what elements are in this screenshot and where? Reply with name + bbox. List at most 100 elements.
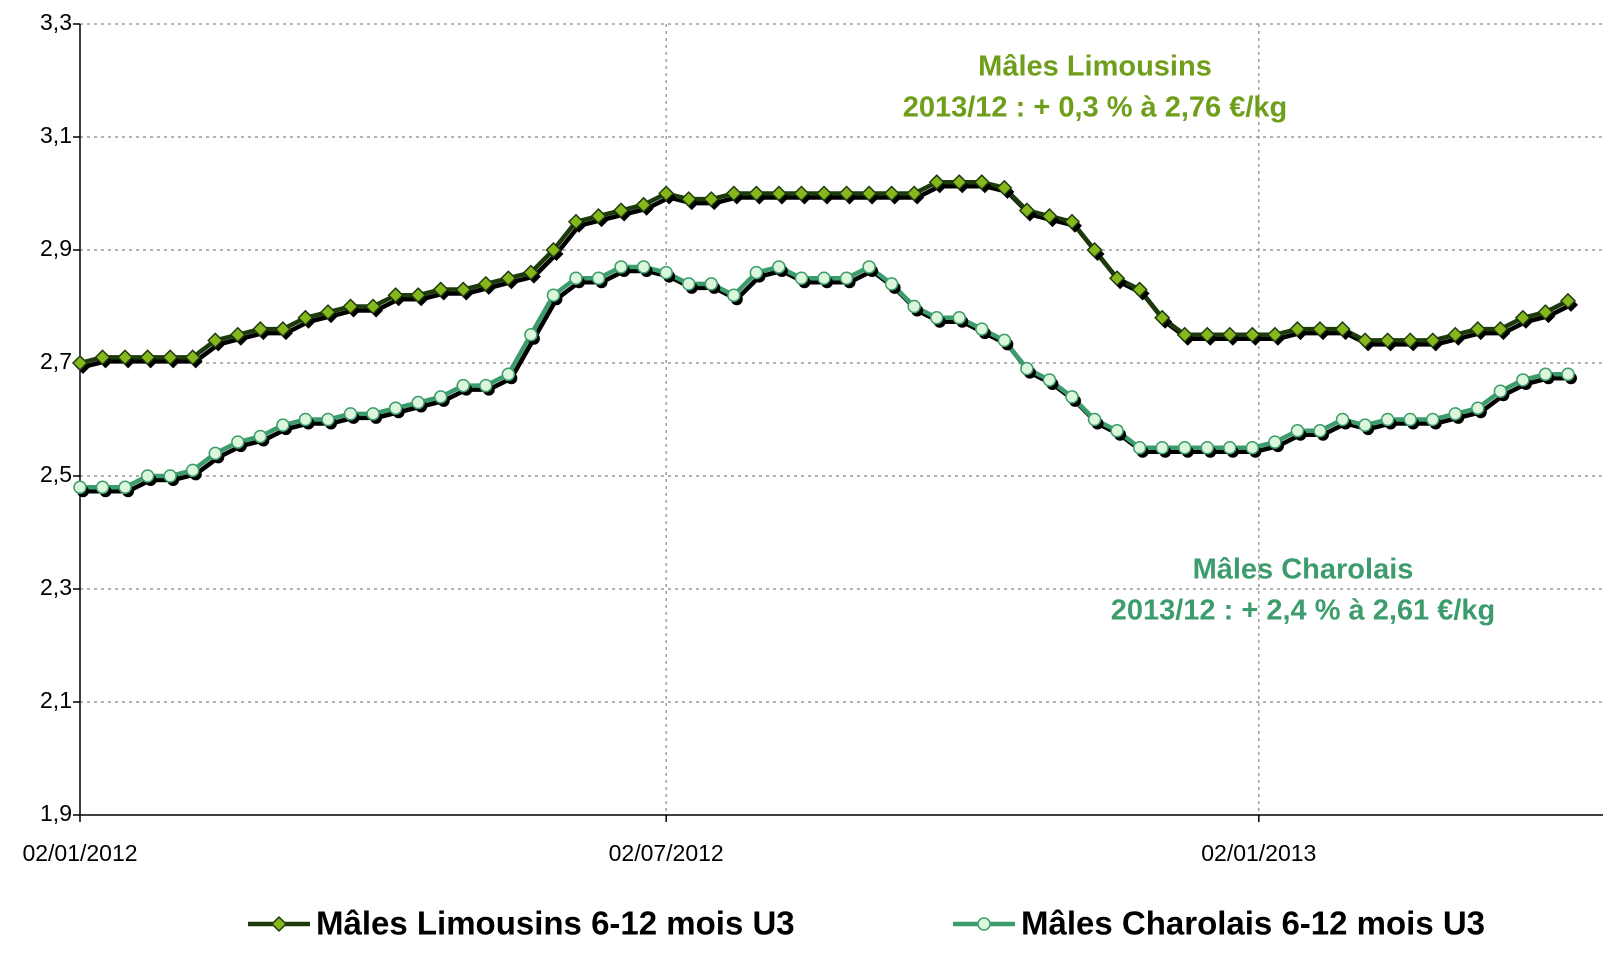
marker [185, 463, 200, 478]
marker [479, 378, 493, 393]
marker [94, 349, 111, 366]
marker [524, 328, 538, 342]
marker [883, 185, 900, 202]
marker [162, 349, 179, 366]
marker [952, 311, 967, 325]
annotation: 2013/12 : + 0,3 % à 2,76 €/kg [903, 92, 1288, 124]
marker [433, 390, 448, 404]
marker [1177, 441, 1192, 455]
marker [929, 311, 944, 325]
marker [229, 326, 246, 343]
marker [1109, 270, 1126, 287]
line [80, 264, 1568, 490]
marker [477, 275, 494, 292]
marker [1402, 332, 1419, 349]
marker [298, 412, 313, 427]
marker [613, 202, 630, 219]
marker [1266, 326, 1283, 343]
marker [1424, 332, 1441, 349]
marker [500, 270, 517, 287]
marker [1018, 202, 1035, 219]
marker [1379, 332, 1396, 349]
marker [184, 349, 201, 366]
marker [432, 281, 449, 298]
marker [928, 174, 945, 191]
marker [117, 349, 134, 366]
x-tick-label: 02/07/2012 [609, 840, 724, 866]
marker [207, 332, 224, 349]
marker [1471, 401, 1485, 415]
marker [1290, 424, 1305, 438]
marker [1425, 412, 1440, 427]
y-tick-label: 2,5 [40, 461, 72, 487]
marker [411, 395, 425, 410]
marker [1403, 412, 1417, 427]
marker [1042, 373, 1057, 387]
marker [342, 298, 359, 315]
marker [163, 469, 177, 483]
marker [522, 264, 539, 281]
marker [1358, 418, 1372, 432]
marker [725, 185, 742, 202]
legend-marker [977, 917, 991, 931]
marker [770, 185, 787, 202]
marker [1380, 412, 1395, 427]
legend-label: Mâles Charolais 6-12 mois U3 [1021, 905, 1485, 942]
marker [749, 265, 764, 280]
marker [71, 354, 89, 372]
marker [591, 271, 606, 285]
marker [1469, 321, 1486, 338]
marker [1289, 321, 1306, 338]
marker [1131, 281, 1148, 298]
marker [703, 191, 720, 208]
marker [793, 185, 810, 202]
marker [997, 333, 1012, 348]
marker [343, 407, 358, 421]
marker [614, 260, 628, 274]
marker [1244, 326, 1261, 343]
marker [1154, 309, 1171, 326]
annotation: Mâles Charolais [1193, 554, 1414, 586]
marker [231, 435, 245, 449]
marker [95, 480, 110, 495]
marker [658, 185, 675, 202]
marker [366, 407, 380, 421]
marker [1313, 424, 1327, 438]
marker [951, 174, 968, 191]
line-shadow [83, 268, 1571, 494]
marker [817, 271, 831, 285]
marker [1493, 384, 1508, 398]
marker [861, 185, 878, 202]
marker [276, 418, 290, 432]
marker [297, 309, 314, 326]
marker [1200, 441, 1215, 455]
marker [1335, 412, 1350, 427]
marker [253, 429, 268, 444]
marker [748, 185, 765, 202]
marker [815, 185, 833, 202]
marker [321, 412, 335, 427]
annotation: 2013/12 : + 2,4 % à 2,61 €/kg [1111, 595, 1496, 627]
marker [73, 480, 87, 495]
marker [862, 260, 876, 274]
legend-label: Mâles Limousins 6-12 mois U3 [316, 905, 795, 942]
marker [681, 277, 696, 291]
marker [139, 349, 156, 366]
marker [727, 288, 741, 302]
annotation: Mâles Limousins [978, 51, 1212, 83]
y-tick-label: 2,9 [40, 235, 72, 261]
marker [274, 321, 291, 338]
marker [1110, 424, 1124, 438]
marker [1311, 321, 1329, 338]
marker [1492, 321, 1509, 338]
marker [455, 281, 472, 298]
marker [569, 271, 583, 285]
marker [1087, 412, 1102, 427]
marker [1176, 326, 1193, 343]
y-tick-label: 2,3 [40, 574, 72, 600]
marker [973, 174, 990, 191]
marker [1334, 321, 1351, 338]
marker [1086, 241, 1103, 259]
marker [772, 260, 786, 274]
